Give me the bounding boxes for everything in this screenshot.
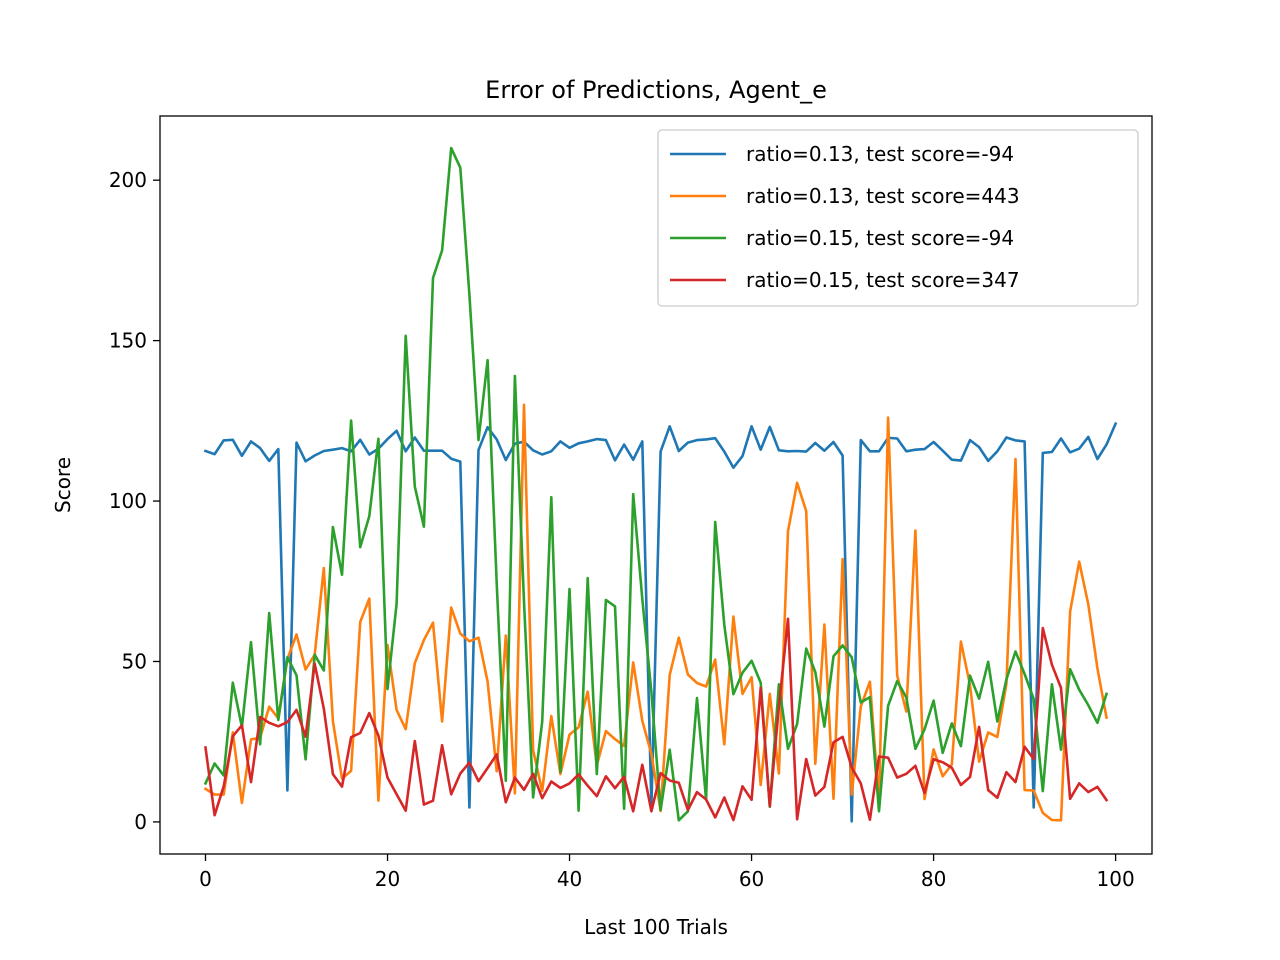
axes-frame [159, 115, 1153, 855]
legend-label-2: ratio=0.13, test score=443 [746, 184, 1020, 208]
y-tick-label: 50 [122, 649, 147, 673]
legend: ratio=0.13, test score=-94 ratio=0.13, te… [657, 129, 1139, 307]
x-tick-label: 100 [1097, 867, 1135, 891]
x-axis-label: Last 100 Trials [584, 915, 728, 939]
y-tick-label: 100 [109, 489, 147, 513]
series-line-4 [204, 617, 1109, 822]
series-line-3 [203, 146, 1109, 822]
x-tick-label: 40 [557, 867, 582, 891]
y-tick-label: 0 [134, 810, 147, 834]
y-axis: 0 50 100 150 200 [109, 168, 160, 834]
legend-label-3: ratio=0.15, test score=-94 [746, 226, 1014, 250]
series-line-1 [203, 421, 1118, 823]
legend-box [657, 129, 1139, 307]
series-line-2 [203, 403, 1109, 822]
y-axis-label: Score [51, 457, 75, 513]
x-tick-label: 0 [199, 867, 212, 891]
y-tick-label: 200 [109, 168, 147, 192]
plot-area [203, 146, 1118, 823]
x-tick-label: 60 [739, 867, 764, 891]
chart-title: Error of Predictions, Agent_e [485, 76, 827, 104]
y-tick-label: 150 [109, 329, 147, 353]
x-tick-label: 80 [921, 867, 946, 891]
x-tick-label: 20 [375, 867, 400, 891]
legend-label-4: ratio=0.15, test score=347 [746, 268, 1020, 292]
legend-label-1: ratio=0.13, test score=-94 [746, 142, 1014, 166]
x-axis: 0 20 40 60 80 100 [199, 854, 1135, 891]
